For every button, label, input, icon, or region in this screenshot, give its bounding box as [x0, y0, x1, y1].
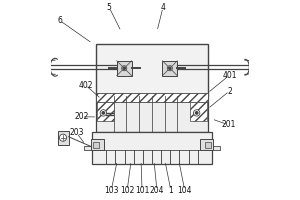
Bar [117, 61, 132, 76]
Text: 102: 102 [120, 186, 134, 195]
Text: 202: 202 [74, 112, 89, 121]
Circle shape [169, 67, 171, 69]
Bar [162, 61, 177, 76]
Circle shape [102, 112, 104, 114]
Bar [58, 131, 69, 145]
Circle shape [59, 134, 67, 141]
Bar [200, 139, 213, 150]
Bar [190, 102, 207, 121]
Circle shape [196, 112, 198, 114]
Bar [96, 96, 208, 132]
Text: 104: 104 [178, 186, 192, 195]
Circle shape [167, 66, 172, 71]
Text: 401: 401 [222, 71, 237, 80]
Circle shape [123, 67, 125, 69]
Text: 101: 101 [135, 186, 149, 195]
Bar [92, 132, 212, 164]
Text: 103: 103 [104, 186, 118, 195]
Text: 204: 204 [150, 186, 164, 195]
Text: 6: 6 [57, 16, 62, 25]
Bar [92, 139, 104, 150]
Bar [93, 142, 99, 148]
Bar [85, 146, 92, 150]
Bar [96, 44, 208, 96]
Text: 5: 5 [107, 3, 112, 12]
Circle shape [100, 110, 106, 116]
Bar [212, 146, 220, 150]
Text: 402: 402 [78, 81, 93, 90]
Text: 203: 203 [69, 128, 84, 137]
Text: 201: 201 [221, 120, 236, 129]
Text: 1: 1 [169, 186, 173, 195]
Circle shape [194, 110, 200, 116]
Circle shape [122, 66, 127, 71]
Bar [96, 93, 208, 102]
Bar [98, 102, 114, 121]
Text: 2: 2 [227, 87, 232, 96]
Text: 4: 4 [160, 3, 165, 12]
Bar [205, 142, 211, 148]
